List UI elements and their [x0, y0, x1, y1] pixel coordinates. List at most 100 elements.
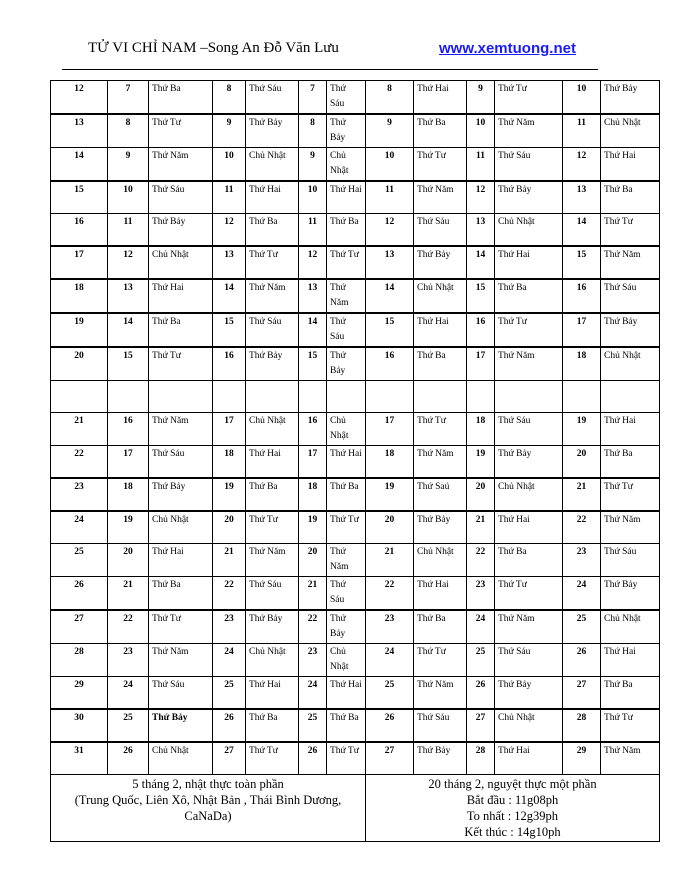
date-cell: 20 — [365, 510, 414, 544]
date-cell: 13 — [212, 245, 246, 280]
date-cell: 9 — [365, 113, 414, 148]
date-cell: 14 — [107, 312, 149, 348]
weekday-cell: Thứ Hai — [600, 147, 660, 182]
weekday-cell: Thứ Sáu — [413, 213, 467, 247]
date-cell — [298, 380, 327, 413]
date-cell: 13 — [365, 245, 414, 280]
date-cell: 22 — [562, 510, 601, 544]
weekday-cell: Thứ Ba — [600, 180, 660, 214]
date-cell: 16 — [107, 412, 149, 446]
weekday-cell: Thứ Ba — [413, 609, 467, 644]
weekday-cell: Thứ Bảy — [600, 576, 660, 611]
weekday-cell: Thứ Tư — [413, 643, 467, 677]
date-cell — [562, 380, 601, 413]
weekday-cell: Thứ Ba — [245, 213, 299, 247]
table-row: 21 16 Thứ Năm 17 Chủ Nhật 16 Chủ Nhật 17 Thứ Tư 1… — [50, 412, 660, 446]
date-cell: 27 — [562, 676, 601, 710]
date-cell: 11 — [107, 213, 149, 247]
date-cell: 20 — [107, 543, 149, 577]
weekday-cell: Thứ Năm — [494, 609, 563, 644]
weekday-cell: Thứ Tư — [148, 346, 213, 381]
note-line: Kết thúc : 14g10ph — [464, 825, 561, 839]
weekday-cell: Thứ Năm — [326, 543, 366, 577]
weekday-cell — [413, 380, 467, 413]
weekday-cell: Thứ Bảy — [148, 213, 213, 247]
weekday-cell: Thứ Năm — [326, 278, 366, 314]
weekday-cell: Thứ Bảy — [326, 609, 366, 644]
eclipse-notes-row: 5 tháng 2, nhật thực toàn phần (Trung Qu… — [50, 774, 660, 842]
date-cell: 13 — [562, 180, 601, 214]
weekday-cell: Thứ Sáu — [494, 412, 563, 446]
date-cell: 23 — [562, 543, 601, 577]
weekday-cell: Chủ Nhật — [413, 278, 467, 314]
weekday-cell: Thứ Sáu — [600, 278, 660, 314]
date-cell: 9 — [466, 80, 495, 115]
date-cell: 27 — [212, 741, 246, 775]
table-row: 29 24 Thứ Sáu 25 Thứ Hai 24 Thứ Hai 25 Thứ Năm 26… — [50, 676, 660, 710]
date-cell: 15 — [365, 312, 414, 348]
weekday-cell: Thứ Ba — [600, 445, 660, 479]
date-cell: 23 — [365, 609, 414, 644]
date-cell: 17 — [298, 445, 327, 479]
date-cell: 10 — [212, 147, 246, 182]
table-row — [50, 380, 660, 413]
date-cell: 24 — [365, 643, 414, 677]
weekday-cell: Thứ Hai — [413, 312, 467, 348]
date-cell: 21 — [107, 576, 149, 611]
date-cell: 16 — [466, 312, 495, 348]
date-cell: 21 — [212, 543, 246, 577]
weekday-cell: Thứ Tư — [326, 245, 366, 280]
day-number-cell: 14 — [50, 147, 108, 182]
table-row: 22 17 Thứ Sáu 18 Thứ Hai 17 Thứ Hai 18 Thứ Năm 19… — [50, 445, 660, 479]
weekday-cell: Thứ Năm — [413, 445, 467, 479]
weekday-cell: Thứ Hai — [413, 80, 467, 115]
date-cell — [107, 380, 149, 413]
weekday-cell: Thứ Tư — [148, 113, 213, 148]
table-row: 16 11 Thứ Bảy 12 Thứ Ba 11 Thứ Ba 12 Thứ Sáu 13 Ch… — [50, 213, 660, 247]
date-cell: 20 — [466, 477, 495, 512]
date-cell: 18 — [212, 445, 246, 479]
weekday-cell: Thứ Ba — [326, 477, 366, 512]
date-cell: 15 — [298, 346, 327, 381]
day-number-cell: 20 — [50, 346, 108, 381]
weekday-cell: Thứ Sáu — [148, 445, 213, 479]
table-row: 20 15 Thứ Tư 16 Thứ Bảy 15 Thứ Bảy 16 Thứ Ba 17 Th… — [50, 346, 660, 381]
website-link[interactable]: www.xemtuong.net — [439, 40, 576, 57]
weekday-cell: Chủ Nhật — [600, 113, 660, 148]
date-cell: 26 — [562, 643, 601, 677]
weekday-cell: Thứ Năm — [413, 676, 467, 710]
date-cell — [365, 380, 414, 413]
weekday-cell: Chủ Nhật — [148, 741, 213, 775]
weekday-cell: Thứ Sáu — [600, 543, 660, 577]
weekday-cell: Thứ Sáu — [148, 180, 213, 214]
document-header-title: TỬ VI CHỈ NAM –Song An Đỗ Văn Lưu — [88, 40, 339, 56]
weekday-cell: Thứ Bảy — [494, 445, 563, 479]
table-row: 26 21 Thứ Ba 22 Thứ Sáu 21 Thứ Sáu 22 Thứ Hai 23 T… — [50, 576, 660, 611]
solar-eclipse-note: 5 tháng 2, nhật thực toàn phần (Trung Qu… — [50, 774, 366, 842]
day-number-cell: 12 — [50, 80, 108, 115]
weekday-cell: Thứ Ba — [326, 213, 366, 247]
date-cell: 13 — [107, 278, 149, 314]
date-cell: 10 — [298, 180, 327, 214]
date-cell: 17 — [212, 412, 246, 446]
date-cell: 28 — [562, 708, 601, 743]
weekday-cell: Thứ Sáu — [413, 708, 467, 743]
date-cell: 10 — [107, 180, 149, 214]
calendar-table: 12 7 Thứ Ba 8 Thứ Sáu 7 Thứ Sáu 8 Thứ Hai 9 Thứ Tư… — [50, 80, 660, 842]
weekday-cell: Chủ Nhật — [494, 708, 563, 743]
weekday-cell: Thứ Năm — [245, 543, 299, 577]
day-number-cell: 17 — [50, 245, 108, 280]
note-line: 20 tháng 2, nguyệt thực một phần — [428, 777, 597, 791]
date-cell: 19 — [298, 510, 327, 544]
weekday-cell — [494, 380, 563, 413]
weekday-cell: Thứ Bảy — [245, 346, 299, 381]
weekday-cell: Thứ Hai — [494, 245, 563, 280]
date-cell: 20 — [212, 510, 246, 544]
day-number-cell: 16 — [50, 213, 108, 247]
date-cell: 25 — [365, 676, 414, 710]
date-cell: 23 — [107, 643, 149, 677]
weekday-cell: Thứ Năm — [148, 147, 213, 182]
weekday-cell: Thứ Năm — [413, 180, 467, 214]
date-cell: 11 — [298, 213, 327, 247]
date-cell: 23 — [298, 643, 327, 677]
